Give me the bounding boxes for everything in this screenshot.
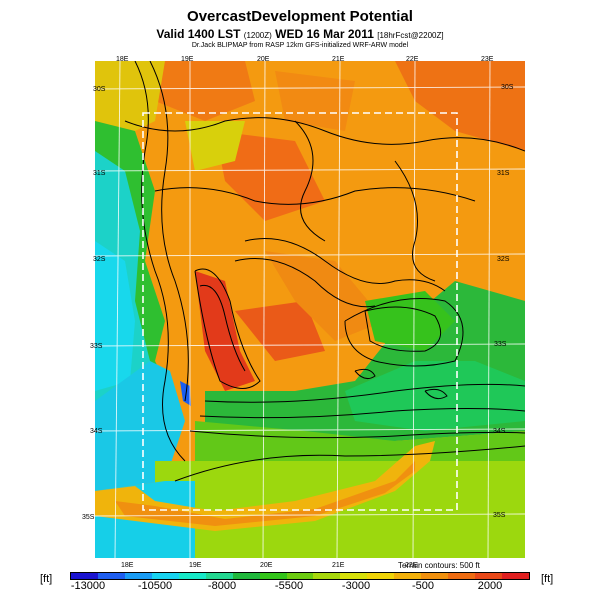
- colorbar-swatch: [259, 573, 287, 579]
- colorbar-tick: -10500: [137, 580, 173, 592]
- lat-label-left: 32S: [93, 256, 106, 263]
- colorbar-tick: -5500: [274, 580, 304, 592]
- valid-utc: (1200Z): [243, 31, 272, 40]
- terrain-contour-note: Terrain contours: 500 ft: [398, 561, 480, 570]
- colorbar-tick: -500: [411, 580, 435, 592]
- colorbar-tick: -8000: [207, 580, 237, 592]
- lon-label-bottom: 20E: [260, 562, 273, 569]
- lat-label-left: 35S: [82, 514, 95, 521]
- colorbar-swatch: [367, 573, 395, 579]
- colorbar-swatch: [313, 573, 341, 579]
- lat-label-right: 33S: [494, 341, 507, 348]
- colorbar-tick: -13000: [70, 580, 106, 592]
- colorbar-swatch: [421, 573, 449, 579]
- colorbar-swatch: [340, 573, 368, 579]
- lat-label-left: 34S: [90, 428, 103, 435]
- lon-label-top: 21E: [332, 56, 345, 63]
- colorbar-swatch: [502, 573, 529, 579]
- lat-label-left: 31S: [93, 170, 106, 177]
- lon-label-bottom: 22E: [405, 562, 418, 569]
- lon-label-top: 19E: [181, 56, 194, 63]
- forecast-hour: [18hrFcst@2200Z]: [377, 31, 444, 40]
- lat-label-left: 30S: [93, 86, 106, 93]
- colorbar-swatch: [232, 573, 260, 579]
- lat-label-left: 33S: [90, 343, 103, 350]
- colorbar-swatch: [475, 573, 502, 579]
- colorbar-swatch: [124, 573, 152, 579]
- colorbar-swatch: [151, 573, 179, 579]
- lon-label-bottom: 21E: [332, 562, 345, 569]
- colorbar-unit-left: [ft]: [40, 573, 53, 585]
- colorbar-tick: -3000: [341, 580, 371, 592]
- model-credit: Dr.Jack BLIPMAP from RASP 12km GFS-initi…: [191, 42, 409, 49]
- colorbar-swatch: [178, 573, 206, 579]
- lon-label-top: 20E: [257, 56, 270, 63]
- colorbar-swatch: [97, 573, 125, 579]
- colorbar-swatch: [448, 573, 476, 579]
- colorbar-swatch: [71, 573, 98, 579]
- lat-label-right: 32S: [497, 256, 510, 263]
- colorbar-tick: 2000: [477, 580, 503, 592]
- colorbar-swatch: [394, 573, 422, 579]
- lat-label-right: 34S: [493, 428, 506, 435]
- forecast-field: [95, 61, 525, 558]
- lat-label-right: 30S: [501, 84, 514, 91]
- colorbar-unit-right: [ft]: [541, 573, 554, 585]
- colorbar-swatch: [286, 573, 314, 579]
- lon-label-bottom: 18E: [121, 562, 134, 569]
- valid-date: WED 16 Mar 2011: [275, 27, 374, 41]
- valid-time: Valid 1400 LST (1200Z) WED 16 Mar 2011 […: [0, 27, 600, 41]
- colorbar-swatch: [205, 573, 233, 579]
- lat-label-right: 35S: [493, 512, 506, 519]
- lon-label-top: 22E: [406, 56, 419, 63]
- lon-label-top: 23E: [481, 56, 494, 63]
- lon-label-top: 18E: [116, 56, 129, 63]
- colorbar: [70, 572, 530, 580]
- map-title: OvercastDevelopment Potential: [187, 8, 413, 25]
- lat-label-right: 31S: [497, 170, 510, 177]
- valid-main: Valid 1400 LST: [156, 27, 241, 41]
- forecast-map: [95, 61, 525, 558]
- lon-label-bottom: 19E: [189, 562, 202, 569]
